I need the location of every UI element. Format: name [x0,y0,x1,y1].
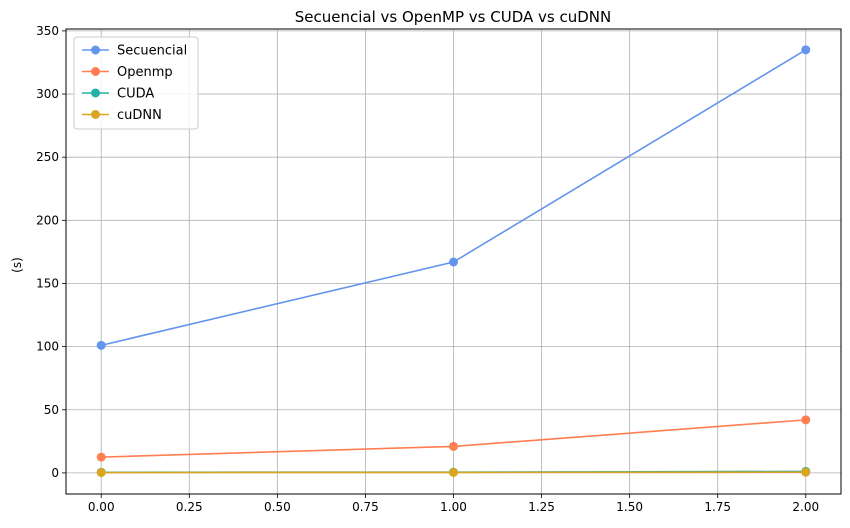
data-point-openmp [449,441,458,451]
y-tick-label: 0 [51,466,59,480]
data-point-secuencial [801,45,811,55]
axis-ticks: 0.00 0.25 0.50 0.75 1.00 1.25 1.50 1.75 2.00 0 50 1… [36,24,819,514]
x-tick-label: 1.25 [528,500,555,514]
legend-label-secuencial: Secuencial [117,44,187,59]
y-axis-label: (s) [10,257,24,273]
x-tick-label: 2.00 [792,500,819,514]
y-tick-label: 300 [36,87,59,101]
x-tick-label: 1.50 [616,500,643,514]
data-point-openmp [96,452,106,462]
y-tick-label: 350 [36,24,59,38]
data-point-secuencial [96,340,106,350]
legend: Secuencial Openmp CUDA cuDNN [73,36,199,130]
y-tick-label: 150 [36,276,59,290]
x-tick-label: 0.00 [88,500,115,514]
y-tick-label: 100 [36,340,59,354]
legend-marker-cudnn [91,110,100,119]
legend-box [73,36,199,130]
grid [66,29,841,494]
data-point-cudnn [449,467,458,477]
series-lines [96,45,811,478]
data-point-cudnn [96,468,106,478]
y-tick-label: 250 [36,150,59,164]
x-tick-label: 0.50 [264,500,291,514]
x-tick-label: 0.25 [176,500,203,514]
x-tick-label: 1.75 [704,500,731,514]
data-point-cudnn [801,467,811,477]
legend-label-cuda: CUDA [117,87,154,102]
legend-label-openmp: Openmp [117,65,173,80]
y-tick-label: 200 [36,213,59,227]
data-point-openmp [801,415,811,425]
y-tick-label: 50 [44,403,59,417]
x-tick-label: 1.00 [440,500,467,514]
data-point-secuencial [449,257,458,267]
legend-marker-secuencial [91,45,100,55]
chart-title: Secuencial vs OpenMP vs CUDA vs cuDNN [295,8,612,26]
legend-marker-openmp [91,67,100,76]
legend-label-cudnn: cuDNN [117,108,162,123]
x-tick-label: 0.75 [352,500,379,514]
legend-marker-cuda [91,88,100,98]
